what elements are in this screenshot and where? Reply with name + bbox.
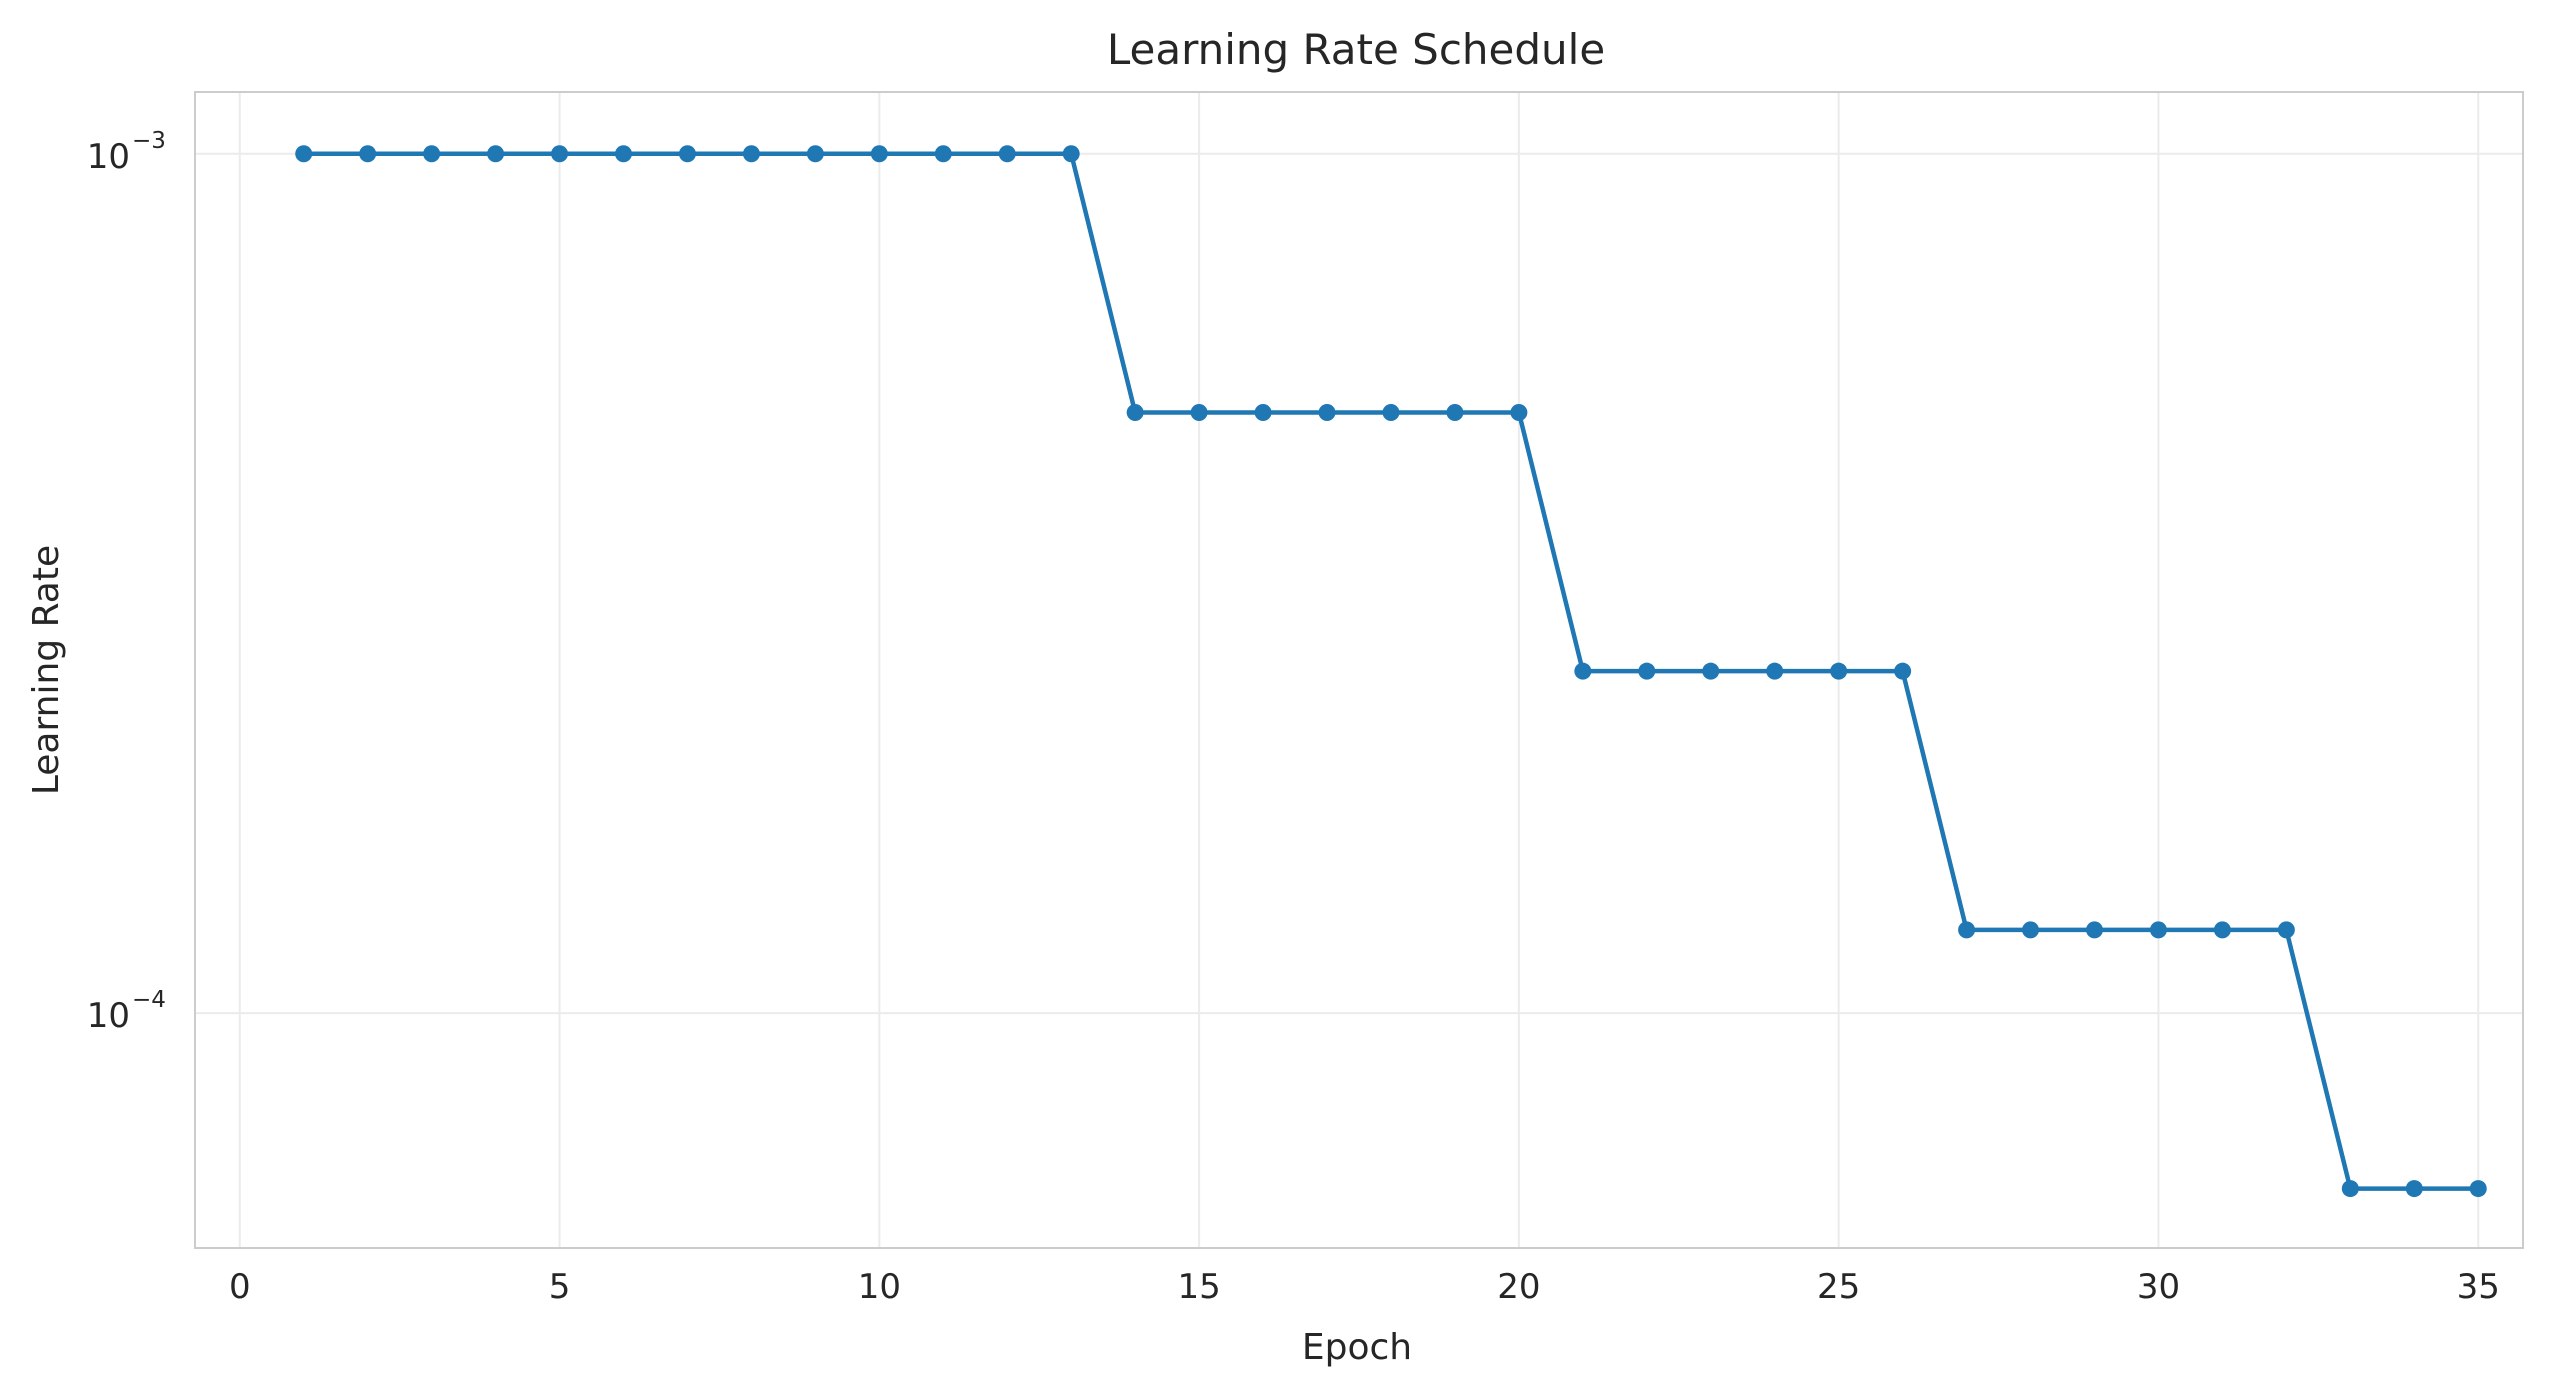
data-point xyxy=(934,145,952,163)
data-point xyxy=(1638,662,1656,680)
data-point xyxy=(1702,662,1720,680)
x-tick-label: 15 xyxy=(1177,1267,1220,1307)
data-point xyxy=(1830,662,1848,680)
data-point xyxy=(2469,1180,2487,1198)
x-tick-label: 35 xyxy=(2457,1267,2500,1307)
x-axis-ticks: 0 5 10 15 20 25 30 35 xyxy=(229,1267,2500,1307)
x-tick-label: 25 xyxy=(1817,1267,1860,1307)
data-point xyxy=(2277,921,2295,939)
data-point xyxy=(806,145,824,163)
grid-lines xyxy=(195,92,2523,1248)
data-point xyxy=(615,145,633,163)
x-tick-label: 0 xyxy=(229,1267,251,1307)
data-point xyxy=(870,145,888,163)
x-axis-title: Epoch xyxy=(1302,1327,1412,1368)
data-point xyxy=(551,145,569,163)
data-point xyxy=(1894,662,1912,680)
y-axis-ticks: 10−310−4 xyxy=(87,128,166,1036)
y-tick-label: 10 xyxy=(87,996,130,1036)
plot-area-frame xyxy=(194,91,2524,1249)
series-line xyxy=(303,151,2479,1191)
data-point xyxy=(1062,145,1080,163)
x-tick-label: 20 xyxy=(1497,1267,1540,1307)
data-point xyxy=(1254,403,1272,421)
data-point xyxy=(678,145,696,163)
data-point xyxy=(1382,403,1400,421)
data-point xyxy=(295,145,313,163)
data-point xyxy=(2022,921,2040,939)
x-tick-label: 10 xyxy=(858,1267,901,1307)
data-point xyxy=(1446,403,1464,421)
data-point xyxy=(1958,921,1976,939)
data-point xyxy=(2213,921,2231,939)
data-point xyxy=(998,145,1016,163)
data-point xyxy=(1190,403,1208,421)
y-tick-exponent: −4 xyxy=(132,987,166,1013)
y-axis-title: Learning Rate xyxy=(26,545,67,795)
data-point xyxy=(359,145,377,163)
data-point xyxy=(1510,403,1528,421)
data-point xyxy=(1318,403,1336,421)
data-point xyxy=(2085,921,2103,939)
data-point xyxy=(1126,403,1144,421)
data-point xyxy=(2341,1180,2359,1198)
y-tick-exponent: −3 xyxy=(132,128,166,154)
data-point xyxy=(1766,662,1784,680)
y-tick-label: 10 xyxy=(87,137,130,177)
chart-title: Learning Rate Schedule xyxy=(1107,25,1605,74)
data-point xyxy=(742,145,760,163)
data-point xyxy=(2149,921,2167,939)
data-point xyxy=(487,145,505,163)
x-tick-label: 5 xyxy=(549,1267,571,1307)
data-point xyxy=(2405,1180,2423,1198)
data-point xyxy=(1574,662,1592,680)
data-point xyxy=(423,145,441,163)
series-layer xyxy=(295,145,2487,1198)
x-tick-label: 30 xyxy=(2137,1267,2180,1307)
